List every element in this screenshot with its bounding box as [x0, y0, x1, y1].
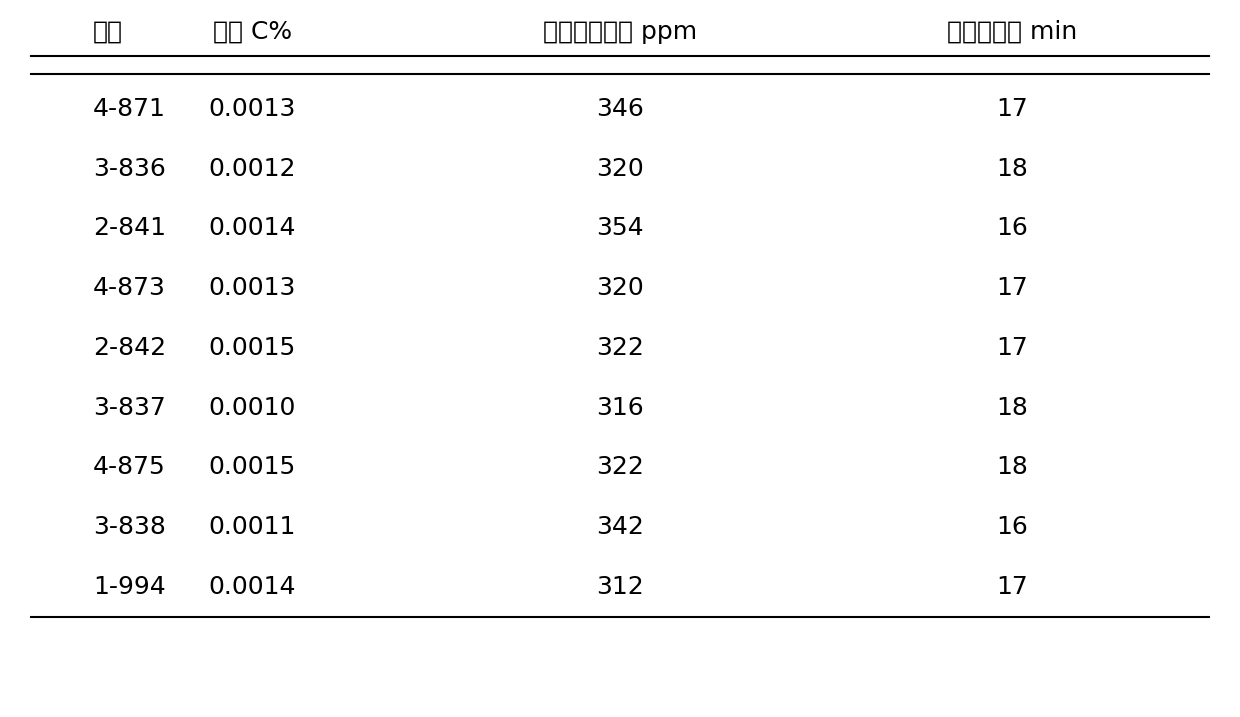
Text: 4-871: 4-871: [93, 97, 166, 121]
Text: 18: 18: [997, 396, 1028, 419]
Text: 0.0013: 0.0013: [208, 276, 296, 300]
Text: 0.0015: 0.0015: [208, 455, 296, 480]
Text: 4-873: 4-873: [93, 276, 166, 300]
Text: 17: 17: [997, 276, 1028, 300]
Text: 炉号: 炉号: [93, 19, 123, 44]
Text: 322: 322: [596, 455, 644, 480]
Text: 312: 312: [596, 575, 644, 599]
Text: 320: 320: [596, 156, 644, 181]
Text: 深脱碳时间 min: 深脱碳时间 min: [947, 19, 1078, 44]
Text: 322: 322: [596, 336, 644, 360]
Text: 0.0010: 0.0010: [208, 396, 296, 419]
Text: 0.0013: 0.0013: [208, 97, 296, 121]
Text: 终点 C%: 终点 C%: [212, 19, 291, 44]
Text: 0.0014: 0.0014: [208, 575, 296, 599]
Text: 1-994: 1-994: [93, 575, 165, 599]
Text: 16: 16: [997, 217, 1028, 240]
Text: 0.0011: 0.0011: [208, 516, 296, 539]
Text: 320: 320: [596, 276, 644, 300]
Text: 342: 342: [596, 516, 644, 539]
Text: 346: 346: [596, 97, 644, 121]
Text: 354: 354: [596, 217, 644, 240]
Text: 17: 17: [997, 336, 1028, 360]
Text: 16: 16: [997, 516, 1028, 539]
Text: 2-842: 2-842: [93, 336, 166, 360]
Text: 2-841: 2-841: [93, 217, 166, 240]
Text: 0.0012: 0.0012: [208, 156, 296, 181]
Text: 4-875: 4-875: [93, 455, 165, 480]
Text: 0.0015: 0.0015: [208, 336, 296, 360]
Text: 17: 17: [997, 97, 1028, 121]
Text: 18: 18: [997, 455, 1028, 480]
Text: 18: 18: [997, 156, 1028, 181]
Text: 脱氧前氧含量 ppm: 脱氧前氧含量 ppm: [543, 19, 697, 44]
Text: 0.0014: 0.0014: [208, 217, 296, 240]
Text: 316: 316: [596, 396, 644, 419]
Text: 3-837: 3-837: [93, 396, 165, 419]
Text: 3-838: 3-838: [93, 516, 166, 539]
Text: 17: 17: [997, 575, 1028, 599]
Text: 3-836: 3-836: [93, 156, 166, 181]
